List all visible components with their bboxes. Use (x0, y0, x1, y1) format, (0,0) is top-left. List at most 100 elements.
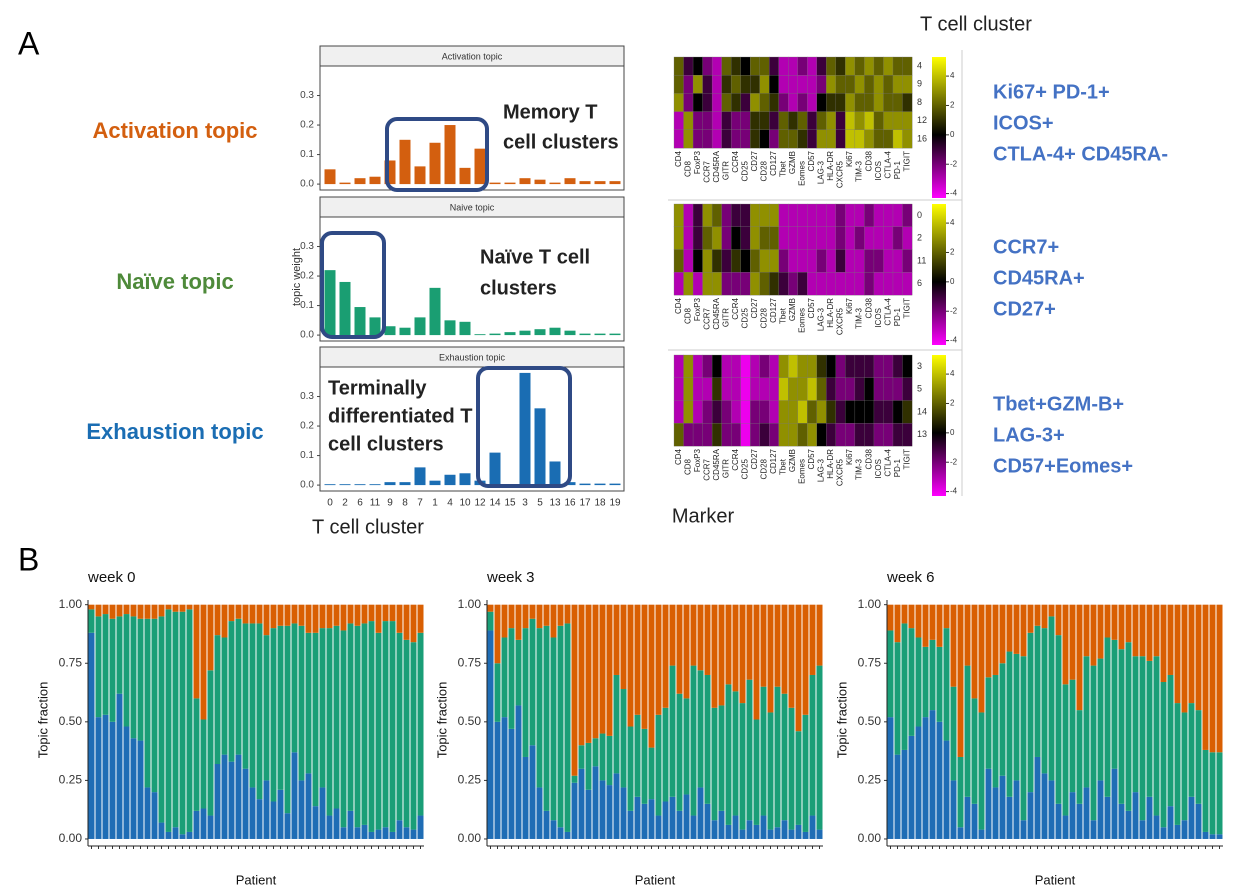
bar-segment (354, 625, 361, 828)
heatmap-cell (673, 377, 684, 401)
bar-segment (536, 604, 543, 629)
bar-segment (732, 815, 739, 839)
heatmap-cell (711, 129, 722, 149)
bar-segment (774, 827, 781, 839)
heatmap-cell (797, 272, 808, 296)
heatmap-cell (892, 75, 903, 94)
bar-segment (887, 717, 894, 839)
heatmap-cell (759, 93, 770, 112)
heatmap-cell (750, 93, 761, 112)
heatmap-cell (702, 56, 713, 76)
bar-segment (172, 611, 179, 828)
heatmap-cell (845, 423, 856, 447)
bar (549, 461, 561, 486)
panel-label: A (18, 25, 40, 61)
heatmap-cell (883, 400, 894, 424)
colorbar-label: 2 (950, 399, 955, 408)
marker-label: ICOS (874, 161, 883, 181)
bar-segment (901, 623, 908, 750)
bar-segment (200, 719, 207, 809)
marker-label: TIGIT (902, 449, 911, 470)
heatmap-cell (769, 249, 780, 273)
heatmap-cell (826, 423, 837, 447)
bar-segment (1216, 834, 1223, 839)
bar-segment (319, 628, 326, 788)
bar-segment (978, 712, 985, 830)
bar-segment (746, 820, 753, 839)
heatmap-cell (826, 226, 837, 250)
bar-segment (410, 642, 417, 830)
bar-segment (494, 604, 501, 664)
bar-segment (1090, 604, 1097, 666)
heatmap-cell (740, 249, 751, 273)
bar-segment (1132, 604, 1139, 657)
bar-segment (964, 604, 971, 666)
bar-segment (648, 799, 655, 839)
bar (339, 281, 351, 336)
bar-segment (522, 604, 529, 629)
marker-label: CCR7 (702, 160, 711, 182)
bar-segment (256, 604, 263, 624)
heatmap-cell (778, 423, 789, 447)
bar-segment (508, 728, 515, 839)
bar-segment (1195, 803, 1202, 839)
bar-segment (137, 618, 144, 741)
marker-label: CD4 (674, 150, 683, 167)
bar-segment (186, 831, 193, 839)
bar-segment (1125, 604, 1132, 643)
bar-segment (1118, 649, 1125, 804)
heatmap-cell (854, 111, 865, 131)
bar-segment (1020, 604, 1027, 657)
marker-label: Eomes (798, 161, 807, 186)
heatmap-cell (692, 93, 703, 112)
heatmap-cell (692, 111, 703, 131)
marker-label: CD38 (864, 150, 873, 171)
heatmap-cell (797, 111, 808, 131)
bar-segment (662, 707, 669, 802)
marker-label: CD45RA (712, 297, 721, 329)
heatmap-cell (835, 111, 846, 131)
bar-segment (1055, 604, 1062, 636)
heatmap-cell (854, 129, 865, 149)
bar-segment (571, 782, 578, 839)
bar-segment (788, 829, 795, 839)
bar-segment (627, 604, 634, 727)
heatmap-cell (797, 354, 808, 379)
marker-label: CCR4 (731, 150, 740, 172)
bar-segment (620, 604, 627, 690)
marker-label: Ki67 (845, 448, 854, 465)
heatmap-cell (721, 226, 732, 250)
bar-segment (753, 719, 760, 825)
bar-segment (760, 815, 767, 839)
bar-segment (732, 691, 739, 816)
bar-segment (144, 787, 151, 839)
bar (429, 480, 441, 486)
bar-segment (1020, 820, 1027, 839)
marker-label: CD28 (760, 458, 769, 479)
bar-segment (943, 628, 950, 741)
bar-segment (284, 813, 291, 839)
annotation: clusters (480, 277, 557, 299)
bar-segment (894, 604, 901, 643)
bar-segment (788, 604, 795, 708)
bar-segment (781, 820, 788, 839)
heatmap-cell (683, 400, 694, 424)
y-axis-label: Topic fraction (35, 682, 50, 759)
heatmap-cell (854, 400, 865, 424)
bar-segment (971, 604, 978, 699)
bar-segment (915, 637, 922, 727)
bar-segment (978, 604, 985, 713)
heatmap-cell (883, 249, 894, 273)
bar-segment (305, 773, 312, 839)
bar-segment (1090, 665, 1097, 821)
heatmap-cell (769, 129, 780, 149)
bar (369, 176, 381, 185)
bar-segment (1188, 604, 1195, 704)
heatmap-cell (750, 56, 761, 76)
bar-segment (1048, 616, 1055, 781)
bar-segment (165, 604, 172, 610)
colorbar-label: 2 (950, 101, 955, 110)
y-tick-label: 0.00 (458, 831, 482, 845)
heatmap-cell (883, 75, 894, 94)
bar-segment (999, 775, 1006, 839)
